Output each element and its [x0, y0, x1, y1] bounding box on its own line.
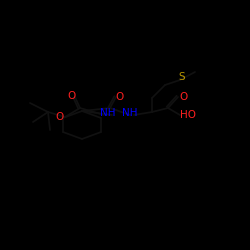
- Text: S: S: [179, 72, 185, 82]
- Text: O: O: [179, 92, 187, 102]
- Text: O: O: [68, 91, 76, 101]
- Text: O: O: [116, 92, 124, 102]
- Text: O: O: [56, 112, 64, 122]
- Text: HO: HO: [180, 110, 196, 120]
- Text: NH: NH: [122, 108, 138, 118]
- Text: NH: NH: [100, 108, 116, 118]
